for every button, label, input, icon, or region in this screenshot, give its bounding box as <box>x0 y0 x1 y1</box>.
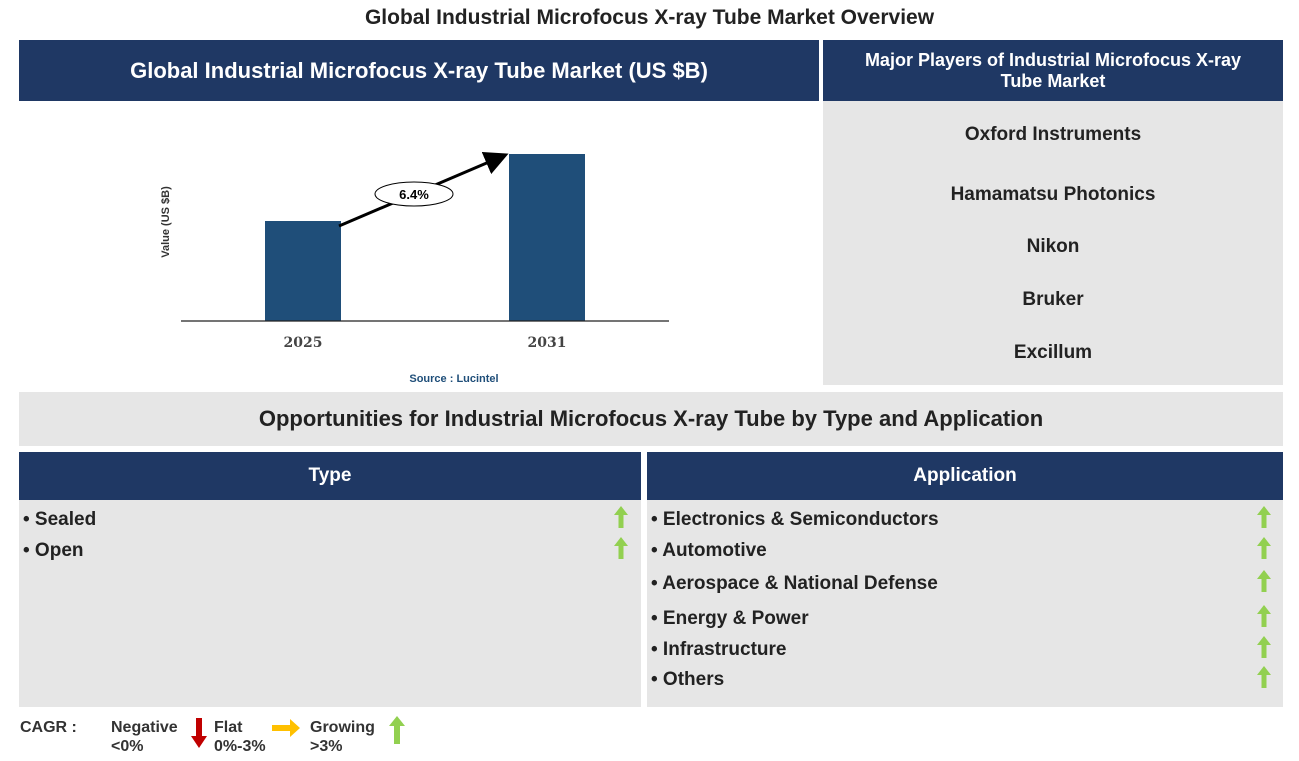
y-axis-label: Value (US $B) <box>160 186 172 258</box>
x-tick-label: 2025 <box>284 335 323 351</box>
page-title: Global Industrial Microfocus X-ray Tube … <box>364 6 935 29</box>
player-item: Hamamatsu Photonics <box>950 184 1156 205</box>
bar-2031 <box>509 154 585 321</box>
player-item: Excillum <box>1013 342 1093 363</box>
type-list <box>19 500 641 707</box>
green-up-arrow-icon <box>1257 636 1271 658</box>
bar-chart: 2025 2031 6.4% Value (US $B) Source : Lucint… <box>160 152 669 385</box>
players-header: Major Players of Industrial Microfocus X… <box>823 40 1283 101</box>
cagr-ellipse <box>374 181 454 207</box>
player-item: Bruker <box>1022 289 1084 310</box>
list-item: • Open <box>23 540 84 561</box>
application-header: Application <box>647 452 1283 500</box>
opportunities-header: Opportunities for Industrial Microfocus … <box>19 392 1283 446</box>
legend-flat-label: Flat <box>214 719 243 736</box>
legend-negative: Negative <0% <box>111 718 178 756</box>
green-up-arrow-icon <box>1257 570 1271 592</box>
player-item: Oxford Instruments <box>964 124 1142 145</box>
green-up-arrow-icon <box>1257 506 1271 528</box>
x-tick-label: 2031 <box>528 335 567 351</box>
legend-growing-label: Growing <box>310 719 375 736</box>
legend-label: CAGR : <box>20 719 77 736</box>
bar-2025 <box>265 221 341 321</box>
legend-negative-range: <0% <box>111 738 144 755</box>
type-header: Type <box>19 452 641 500</box>
legend-growing-range: >3% <box>310 738 343 755</box>
list-item: • Others <box>651 669 725 690</box>
application-list <box>647 500 1283 707</box>
legend-negative-label: Negative <box>111 719 178 736</box>
green-up-arrow-icon <box>1257 537 1271 559</box>
red-down-arrow-icon <box>191 718 207 748</box>
list-item: • Energy & Power <box>651 608 809 629</box>
list-item: • Infrastructure <box>651 639 787 660</box>
legend-flat-range: 0%-3% <box>214 738 266 755</box>
green-up-arrow-icon <box>1257 666 1271 688</box>
chart-header: Global Industrial Microfocus X-ray Tube … <box>19 40 819 101</box>
legend-flat: Flat 0%-3% <box>214 718 266 756</box>
list-item: • Automotive <box>651 540 767 561</box>
green-up-arrow-icon <box>614 506 628 528</box>
list-item: • Aerospace & National Defense <box>651 573 938 594</box>
legend-growing: Growing >3% <box>310 718 375 756</box>
list-item: • Sealed <box>23 509 97 530</box>
list-item: • Electronics & Semiconductors <box>651 509 939 530</box>
green-up-arrow-icon <box>389 716 405 744</box>
green-up-arrow-icon <box>614 537 628 559</box>
player-item: Nikon <box>1026 236 1080 257</box>
cagr-label: 6.4% <box>399 187 429 202</box>
green-up-arrow-icon <box>1257 605 1271 627</box>
source-label: Source : Lucintel <box>409 373 498 385</box>
yellow-right-arrow-icon <box>272 719 300 737</box>
players-list: Oxford Instruments Hamamatsu Photonics N… <box>823 101 1283 385</box>
